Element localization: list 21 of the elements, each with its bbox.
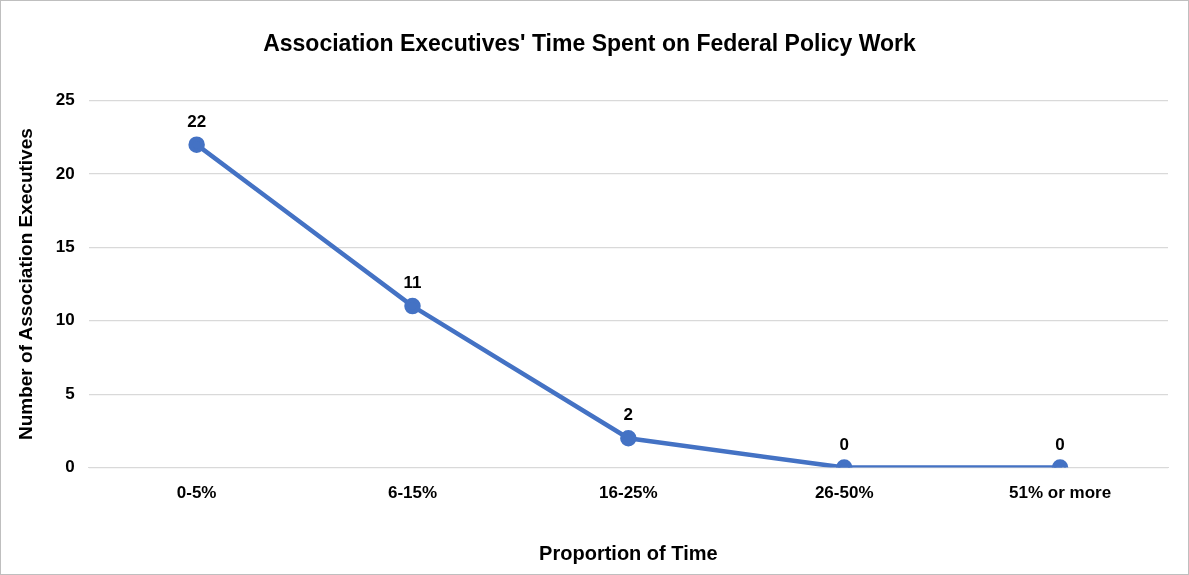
x-tick-label: 26-50%: [814, 483, 874, 503]
x-tick-label: 6-15%: [387, 483, 438, 503]
data-label: 22: [187, 111, 207, 131]
y-tick-label: 0: [65, 457, 75, 477]
point: [404, 297, 421, 315]
point: [188, 136, 205, 153]
x-tick-label: 16-25%: [599, 483, 658, 503]
data-label: 11: [403, 273, 422, 293]
data-label: 2: [623, 405, 634, 425]
y-tick-label: 25: [55, 90, 75, 110]
x-axis-title: Proportion of Time: [539, 541, 718, 564]
y-tick-label: 5: [65, 383, 75, 403]
x-tick-label: 51% or more: [1009, 483, 1112, 503]
chart-title: Association Executives' Time Spent on Federal Policy Work: [263, 30, 917, 57]
data-label: 0: [839, 434, 849, 454]
y-tick-label: 20: [55, 163, 75, 183]
x-tick-label: 0-5%: [176, 483, 217, 503]
y-axis-title: Number of Association Executives: [14, 128, 36, 441]
y-tick-label: 10: [55, 310, 75, 330]
y-tick-label: 15: [55, 237, 75, 257]
data-label: 0: [1055, 434, 1065, 454]
